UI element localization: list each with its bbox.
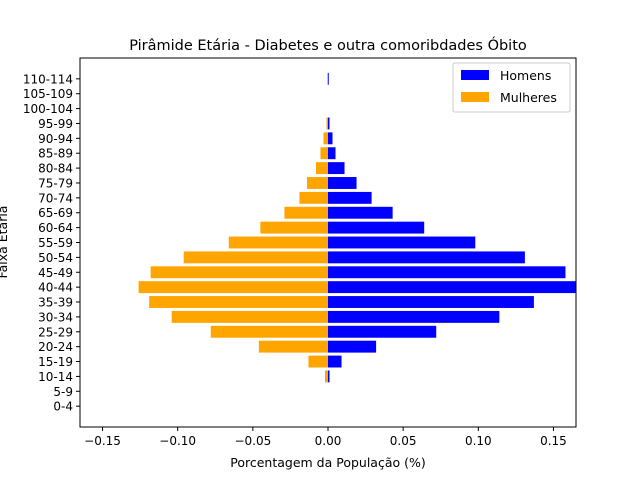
x-tick-label: −0.10 (159, 434, 196, 448)
bar-homens-60-64 (328, 221, 425, 234)
bar-mulheres-10-14 (324, 370, 328, 383)
y-tick-label: 95-99 (38, 117, 73, 131)
y-tick-label: 20-24 (38, 340, 73, 354)
bar-mulheres-85-89 (320, 147, 328, 160)
y-tick-label: 110-114 (23, 72, 73, 86)
bar-mulheres-80-84 (315, 162, 328, 175)
bar-homens-95-99 (328, 117, 330, 130)
x-tick-label: 0.00 (315, 434, 342, 448)
y-tick-label: 35-39 (38, 296, 73, 310)
y-tick-label: 45-49 (38, 266, 73, 280)
bar-homens-90-94 (328, 132, 333, 145)
bar-homens-70-74 (328, 191, 372, 204)
x-axis: −0.15 −0.10 −0.05 0.00 0.05 0.10 0.15 (84, 427, 567, 448)
y-tick-label: 50-54 (38, 251, 73, 265)
bar-homens-45-49 (328, 266, 566, 279)
x-tick-label: −0.05 (234, 434, 271, 448)
bar-mulheres-90-94 (323, 132, 328, 145)
bar-mulheres-60-64 (260, 221, 328, 234)
bar-mulheres-40-44 (138, 281, 328, 294)
x-tick-label: −0.15 (84, 434, 121, 448)
x-tick-label: 0.05 (390, 434, 417, 448)
bar-mulheres-75-79 (306, 177, 328, 189)
y-tick-label: 5-9 (53, 385, 73, 399)
y-tick-label: 65-69 (38, 206, 73, 220)
y-tick-label: 0-4 (53, 400, 73, 414)
y-tick-label: 75-79 (38, 176, 73, 190)
legend-swatch-mulheres (461, 92, 489, 102)
bar-homens-85-89 (328, 147, 336, 160)
x-tick-label: 0.10 (465, 434, 492, 448)
legend: Homens Mulheres (452, 62, 571, 113)
bar-homens-55-59 (328, 236, 476, 249)
y-axis: 0-45-910-1415-1920-2425-2930-3435-3940-4… (23, 72, 80, 414)
chart-title: Pirâmide Etária - Diabetes e outra comor… (129, 36, 527, 54)
bar-homens-10-14 (328, 370, 330, 383)
bar-homens-15-19 (328, 355, 342, 368)
legend-label-mulheres: Mulheres (500, 90, 557, 105)
bar-mulheres-95-99 (326, 117, 328, 130)
bars-group (138, 72, 576, 383)
bar-mulheres-70-74 (299, 191, 328, 204)
bar-mulheres-20-24 (258, 340, 328, 353)
bar-homens-40-44 (328, 281, 576, 294)
y-tick-label: 70-74 (38, 191, 73, 205)
bar-homens-20-24 (328, 340, 377, 353)
bar-homens-80-84 (328, 162, 345, 175)
bar-homens-65-69 (328, 206, 393, 219)
y-tick-label: 10-14 (38, 370, 73, 384)
y-tick-label: 15-19 (38, 355, 73, 369)
y-tick-label: 30-34 (38, 310, 73, 324)
bar-mulheres-45-49 (150, 266, 328, 279)
y-tick-label: 85-89 (38, 147, 73, 161)
bar-homens-25-29 (328, 325, 437, 338)
bar-homens-30-34 (328, 310, 500, 323)
y-axis-label: Faixa Etária (0, 206, 10, 279)
bar-mulheres-50-54 (183, 251, 328, 264)
bar-homens-35-39 (328, 296, 534, 308)
y-tick-label: 90-94 (38, 132, 73, 146)
bar-mulheres-25-29 (210, 325, 328, 338)
bar-homens-50-54 (328, 251, 525, 264)
y-tick-label: 80-84 (38, 162, 73, 176)
y-tick-label: 100-104 (23, 102, 73, 116)
legend-swatch-homens (461, 70, 489, 80)
y-tick-label: 25-29 (38, 325, 73, 339)
bar-mulheres-55-59 (228, 236, 328, 249)
bar-mulheres-35-39 (149, 296, 328, 308)
y-tick-label: 40-44 (38, 281, 73, 295)
legend-label-homens: Homens (500, 68, 551, 83)
bar-homens-75-79 (328, 177, 357, 189)
bar-homens-110-114 (328, 72, 329, 85)
bar-mulheres-15-19 (308, 355, 328, 368)
x-tick-label: 0.15 (540, 434, 567, 448)
bar-mulheres-110-114 (327, 72, 328, 85)
y-tick-label: 105-109 (23, 87, 73, 101)
y-tick-label: 55-59 (38, 236, 73, 250)
x-axis-label: Porcentagem da População (%) (230, 455, 426, 470)
bar-mulheres-30-34 (171, 310, 328, 323)
bar-mulheres-65-69 (284, 206, 328, 219)
y-tick-label: 60-64 (38, 221, 73, 235)
